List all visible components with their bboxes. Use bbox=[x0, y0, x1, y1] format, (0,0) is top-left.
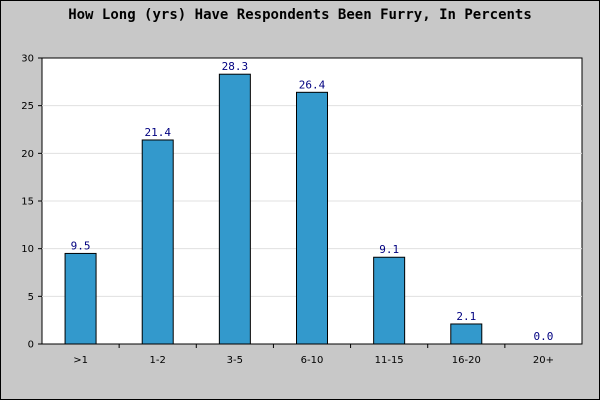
x-axis: >1 1-2 3-5 6-10 11-15 16-20 20+ bbox=[73, 344, 554, 366]
y-tick-label: 30 bbox=[21, 54, 34, 65]
y-tick-label: 25 bbox=[21, 101, 34, 112]
x-tick-label: 6-10 bbox=[301, 355, 324, 366]
y-axis: 0 5 10 15 20 25 30 bbox=[21, 54, 42, 351]
bars: 9.5 21.4 28.3 26.4 9.1 2.1 0.0 bbox=[64, 60, 553, 345]
data-label: 9.5 bbox=[71, 239, 91, 252]
x-tick-label: 1-2 bbox=[150, 355, 166, 366]
bar-16-20 bbox=[450, 323, 483, 345]
bar-3-5 bbox=[218, 73, 251, 345]
bar-11-15 bbox=[373, 256, 406, 345]
data-label: 9.1 bbox=[379, 243, 399, 256]
data-label: 2.1 bbox=[456, 310, 476, 323]
chart-title: How Long (yrs) Have Respondents Been Fur… bbox=[68, 7, 532, 23]
data-label: 28.3 bbox=[222, 60, 249, 73]
data-label: 26.4 bbox=[299, 78, 326, 91]
bar-1-2 bbox=[141, 139, 174, 345]
data-label: 21.4 bbox=[144, 126, 171, 139]
x-tick-label: 11-15 bbox=[375, 355, 404, 366]
y-tick-label: 20 bbox=[21, 149, 34, 160]
x-tick-label: 16-20 bbox=[452, 355, 481, 366]
x-tick-label: 3-5 bbox=[227, 355, 243, 366]
y-tick-label: 15 bbox=[21, 197, 34, 208]
y-tick-label: 10 bbox=[21, 244, 34, 255]
x-tick-label: >1 bbox=[73, 355, 88, 366]
x-tick-label: 20+ bbox=[533, 355, 554, 366]
bar-6-10 bbox=[296, 91, 328, 345]
data-label: 0.0 bbox=[533, 330, 553, 343]
y-tick-label: 5 bbox=[28, 292, 34, 303]
y-tick-label: 0 bbox=[28, 340, 34, 351]
bar--1 bbox=[64, 252, 97, 345]
